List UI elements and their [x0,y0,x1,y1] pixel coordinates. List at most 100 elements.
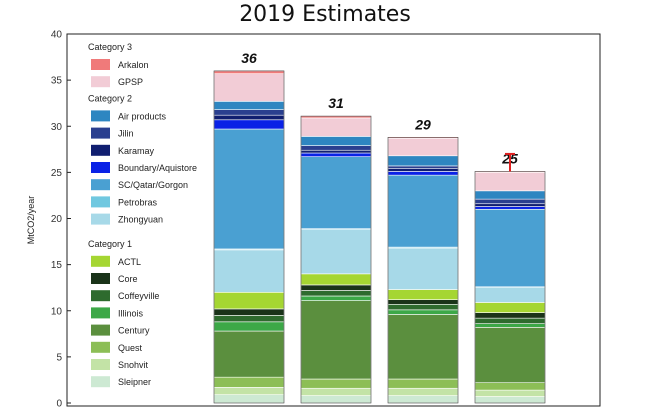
bar-segment [300,152,372,157]
bar-segment [213,291,285,310]
bar-segment [474,198,546,205]
bar-segment [387,378,459,389]
bar-segment [300,149,372,154]
bar-segment [213,376,285,388]
plot-area [66,33,601,407]
legend-swatch [91,213,110,225]
legend-label: Air products [118,111,167,121]
bar-segment [300,378,372,389]
bar-segment [213,73,285,102]
bar-total-label: 36 [241,50,257,66]
y-tick-label: 10 [51,306,63,317]
bar-outline [213,70,285,404]
legend-swatch [91,59,110,70]
y-tick-label: 30 [51,122,63,133]
bar-segment [213,249,285,293]
bar-segment [213,315,285,323]
y-tick-label: 40 [51,30,63,41]
y-axis-label: MtCO2/year [26,196,36,245]
bar-segment [213,70,285,74]
bar-segment [300,229,372,275]
bar-segment [474,287,546,303]
legend-group-title: Category 2 [88,93,132,103]
bar-segment [474,396,546,404]
bar-segment [474,190,546,200]
bar-segment [387,168,459,172]
bar-segment [387,174,459,248]
legend-swatch [91,324,110,336]
bar-segment [474,382,546,391]
bar-outline [300,115,372,404]
bar-segment [300,300,372,380]
bar-segment [213,119,285,130]
bar-segment [213,101,285,110]
bar-segment [474,203,546,207]
bar-segment [474,172,546,192]
legend-label: Snohvit [118,360,149,370]
bar-segment [387,165,459,169]
bar-total-label: 31 [328,95,344,111]
bar-segment [387,289,459,300]
bar-segment [387,171,459,176]
bar-segment [387,387,459,396]
bar-segment [213,109,285,116]
bar-segment [387,137,459,157]
bar-segment [474,389,546,397]
legend-label: Coffeyville [118,291,159,301]
bar-outline [387,137,459,404]
y-tick-label: 5 [56,352,62,363]
bar-segment [474,312,546,319]
legend-swatch [91,162,110,173]
legend-swatch [91,127,110,139]
bar-segment [474,208,546,288]
bar-segment [300,295,372,301]
legend-swatch [91,307,110,319]
legend-group-title: Category 3 [88,42,132,52]
bar-segment [387,247,459,290]
legend-label: Boundary/Aquistore [118,163,197,173]
y-tick-label: 15 [51,260,63,271]
error-bar [505,152,515,172]
chart-title: 2019 Estimates [239,2,411,27]
legend-label: Karamay [118,146,155,156]
legend-swatch [91,359,110,370]
bar-segment [300,136,372,146]
bar-segment [300,156,372,229]
bar-segment [474,323,546,328]
bar-segment [474,327,546,384]
legend-group-title: Category 1 [88,239,132,249]
legend-label: Illinois [118,308,144,318]
y-tick-label: 20 [51,214,63,225]
bar-segment [474,206,546,210]
bar-segment [300,290,372,297]
y-tick-label: 0 [56,399,62,409]
bar-segment [474,317,546,324]
y-tick-label: 25 [51,168,63,179]
bar-segment [213,394,285,404]
legend-swatch [91,179,110,191]
legend-label: Petrobras [118,197,158,207]
legend-label: Arkalon [118,60,149,70]
legend-swatch [91,255,110,267]
legend-label: ACTL [118,257,141,267]
legend-label: Jilin [118,129,134,139]
bar-segment [213,321,285,332]
y-tick-label: 35 [51,76,63,87]
legend-label: GPSP [118,77,143,87]
legend-label: SC/Qatar/Gorgon [118,180,188,190]
legend-swatch [91,144,110,156]
bar-segment [300,284,372,291]
bar-total-label: 29 [414,116,431,132]
legend-swatch [91,196,110,208]
legend-swatch [91,273,110,284]
legend-label: Sleipner [118,377,151,387]
bar-segment [387,303,459,311]
bar-segment [387,299,459,305]
bar-segment [300,145,372,151]
bar-segment [300,117,372,137]
bar-segment [300,387,372,396]
legend-swatch [91,76,110,88]
bar-segment [387,395,459,404]
